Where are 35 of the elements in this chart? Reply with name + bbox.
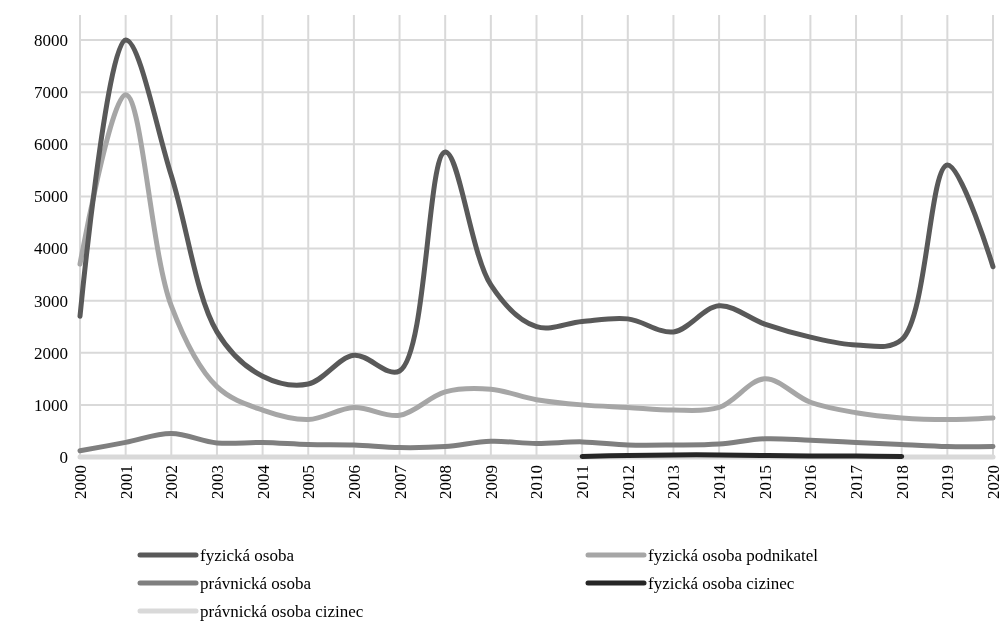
x-tick-label: 2004 <box>253 464 273 499</box>
x-tick-label: 2006 <box>344 465 364 499</box>
y-tick-label: 0 <box>59 447 68 467</box>
x-tick-label: 2011 <box>573 465 593 499</box>
x-tick-label: 2012 <box>618 465 638 499</box>
x-tick-label: 2000 <box>70 465 90 499</box>
x-tick-label: 2002 <box>162 465 182 499</box>
x-tick-label: 2019 <box>938 465 958 499</box>
x-tick-label: 2014 <box>710 464 730 499</box>
x-tick-label: 2003 <box>207 465 227 499</box>
y-tick-label: 4000 <box>34 239 68 259</box>
y-tick-label: 7000 <box>34 83 68 103</box>
x-tick-label: 2005 <box>299 465 319 499</box>
y-tick-label: 8000 <box>34 30 68 50</box>
x-tick-label: 2015 <box>755 465 775 499</box>
y-tick-label: 3000 <box>34 291 68 311</box>
x-tick-label: 2010 <box>527 465 547 499</box>
x-tick-label: 2008 <box>436 465 456 499</box>
x-tick-label: 2001 <box>116 465 136 499</box>
y-tick-label: 2000 <box>34 343 68 363</box>
y-tick-label: 1000 <box>34 395 68 415</box>
y-tick-label: 5000 <box>34 187 68 207</box>
x-tick-label: 2013 <box>664 465 684 499</box>
legend-label: právnická osoba <box>200 573 312 593</box>
legend-label: právnická osoba cizinec <box>200 601 364 621</box>
legend-label: fyzická osoba <box>200 545 295 565</box>
x-tick-label: 2018 <box>892 465 912 499</box>
legend-label: fyzická osoba cizinec <box>648 573 795 593</box>
x-tick-label: 2020 <box>983 465 1003 499</box>
x-tick-label: 2016 <box>801 465 821 499</box>
legend-label: fyzická osoba podnikatel <box>648 545 819 565</box>
y-tick-label: 6000 <box>34 135 68 155</box>
x-tick-label: 2009 <box>481 465 501 499</box>
x-tick-label: 2017 <box>847 464 866 499</box>
x-tick-label: 2007 <box>390 464 410 499</box>
